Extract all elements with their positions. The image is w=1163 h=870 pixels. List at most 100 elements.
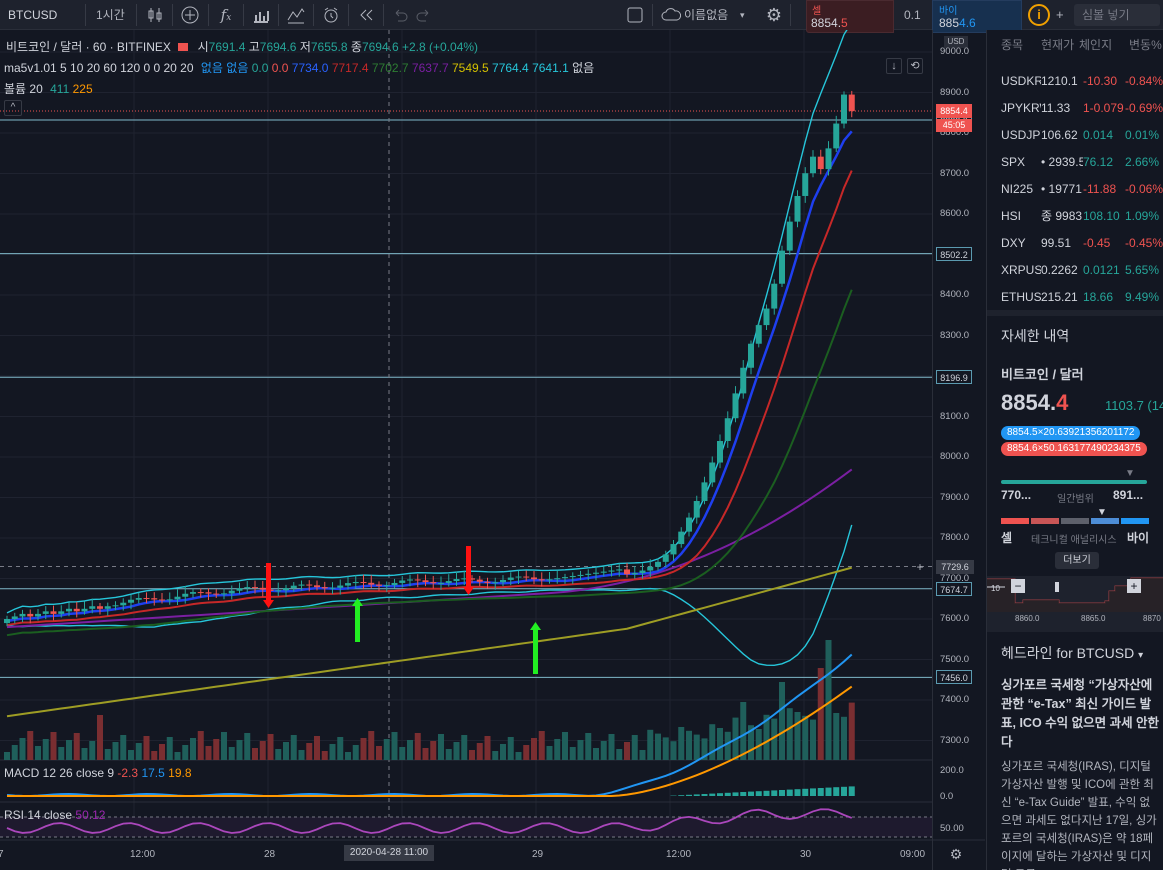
volume-bar bbox=[763, 714, 770, 760]
candle-body bbox=[275, 590, 282, 592]
macd-histogram-bar bbox=[724, 792, 731, 796]
watchlist-row[interactable]: NI225 • 19771. -11.88 -0.06% bbox=[987, 176, 1163, 203]
indicator-tick-label: 0.0 bbox=[940, 791, 954, 802]
candle-body bbox=[631, 573, 638, 575]
macd-histogram-bar bbox=[709, 793, 716, 796]
compare-icon[interactable] bbox=[286, 5, 306, 25]
layout-name-button[interactable]: 이름없음 bbox=[684, 8, 729, 22]
buy-button[interactable]: 바이 8854.6 bbox=[932, 0, 1022, 33]
candle-body bbox=[825, 148, 832, 170]
candle-body bbox=[314, 585, 320, 588]
level-price-tag[interactable]: 7456.0 bbox=[936, 670, 972, 685]
watchlist-row[interactable]: SPX • 2939.5 76.12 2.66% bbox=[987, 149, 1163, 176]
watchlist-symbol: NI225 bbox=[1001, 182, 1034, 196]
zoom-out-icon[interactable]: − bbox=[1011, 579, 1025, 593]
candle-body bbox=[763, 308, 770, 326]
candle-body bbox=[546, 579, 553, 581]
headline-title[interactable]: 싱가포르 국세청 “가상자산에 관한 “e-Tax” 최신 가이드 발표, IC… bbox=[1001, 678, 1160, 749]
price-tick-label: 8600.0 bbox=[940, 208, 970, 219]
level-price-tag[interactable]: 7674.7 bbox=[936, 581, 972, 596]
chart-legend: 비트코인 / 달러 · 60 · BITFINEX 시7691.4 고7694.… bbox=[6, 38, 478, 55]
volume-bar bbox=[205, 746, 212, 760]
volume-bar bbox=[244, 733, 251, 760]
volume-bar bbox=[453, 742, 460, 760]
volume-bar bbox=[73, 733, 80, 760]
volume-bar bbox=[337, 737, 344, 760]
candle-body bbox=[717, 440, 723, 463]
replay-icon[interactable] bbox=[356, 5, 376, 25]
headlines-title[interactable]: 헤드라인 for BTCUSD ▾ bbox=[1001, 645, 1144, 661]
scroll-down-icon[interactable]: ↓ bbox=[886, 58, 902, 74]
spread-value: 0.1 bbox=[904, 8, 921, 22]
watchlist-row[interactable]: JPYKRW11.33 1-0.079-0.69% bbox=[987, 95, 1163, 122]
volume-bar bbox=[42, 739, 49, 760]
bar-chart-icon[interactable] bbox=[251, 5, 271, 25]
signal-arrow-shaft bbox=[355, 606, 360, 642]
sell-button[interactable]: 셀 8854.5 bbox=[806, 0, 894, 33]
plus-icon[interactable]: + bbox=[1056, 7, 1064, 22]
candles-icon[interactable] bbox=[145, 5, 165, 25]
volume-bar bbox=[252, 748, 258, 760]
watchlist-symbol: USDJPY bbox=[1001, 128, 1041, 142]
fx-icon[interactable]: fx bbox=[220, 6, 232, 24]
signal-arrow-head bbox=[530, 622, 541, 630]
watchlist-row[interactable]: ETHUSD215.21 18.66 9.49% bbox=[987, 284, 1163, 311]
candle-body bbox=[732, 393, 739, 419]
undo-icon[interactable] bbox=[390, 5, 410, 25]
symbol-input[interactable]: 심볼 넣기 bbox=[1074, 4, 1160, 26]
collapse-legend-button[interactable]: ^ bbox=[4, 100, 22, 116]
macd-histogram-bar bbox=[794, 789, 801, 796]
volume-bar bbox=[213, 739, 220, 760]
redo-icon[interactable] bbox=[414, 5, 434, 25]
cloud-icon[interactable] bbox=[660, 5, 682, 25]
volume-label: 볼륨 20 bbox=[4, 82, 43, 96]
auto-scale-icon[interactable]: ⟲ bbox=[907, 58, 923, 74]
high-label: 고 bbox=[248, 40, 260, 54]
volume-bar bbox=[4, 752, 10, 760]
watchlist-row[interactable]: XRPUSD0.2262 0.0121 5.65% bbox=[987, 257, 1163, 284]
macd-histogram-bar bbox=[732, 792, 739, 796]
watchlist-row[interactable]: USDJPY106.62 0.014 0.01% bbox=[987, 122, 1163, 149]
ma-value: 7637.7 bbox=[411, 61, 449, 75]
ma-value: 7734.0 bbox=[291, 61, 329, 75]
rsi-label: RSI 14 close bbox=[4, 808, 73, 822]
volume-bar bbox=[151, 751, 158, 760]
price-axis[interactable] bbox=[932, 30, 985, 870]
col-change-pct[interactable]: 변동% bbox=[1129, 38, 1162, 52]
interval-button[interactable]: 1시간 bbox=[96, 8, 125, 22]
more-button[interactable]: 더보기 bbox=[1055, 552, 1099, 569]
zoom-in-icon[interactable]: + bbox=[1127, 579, 1141, 593]
watchlist-row[interactable]: USDKRW1210.1 -10.30 -0.84% bbox=[987, 68, 1163, 95]
candle-body bbox=[128, 599, 134, 603]
chart-area[interactable]: 비트코인 / 달러 · 60 · BITFINEX 시7691.4 고7694.… bbox=[0, 30, 985, 870]
watchlist-row[interactable]: DXY 99.51 -0.45 -0.45% bbox=[987, 230, 1163, 257]
symbol-search-button[interactable]: BTCUSD bbox=[8, 8, 58, 22]
chevron-down-icon[interactable]: ▾ bbox=[740, 10, 745, 20]
volume-bar bbox=[228, 747, 235, 760]
price-tick-label: 8700.0 bbox=[940, 167, 970, 179]
watchlist-row[interactable]: HSI 종 9983.6108.10 1.09% bbox=[987, 203, 1163, 230]
level-price-tag[interactable]: 8196.9 bbox=[936, 370, 972, 385]
axis-settings-icon[interactable]: ⚙ bbox=[949, 846, 963, 862]
fullscreen-icon[interactable] bbox=[625, 5, 645, 25]
level-price-tag[interactable]: 8502.2 bbox=[936, 246, 972, 261]
flag-icon[interactable] bbox=[178, 43, 189, 51]
settings-icon[interactable]: ⚙ bbox=[765, 5, 783, 25]
add-indicator-icon[interactable] bbox=[180, 5, 200, 25]
candle-body bbox=[221, 593, 227, 595]
info-icon[interactable]: i bbox=[1028, 4, 1050, 26]
alarm-icon[interactable] bbox=[321, 5, 341, 25]
candle-body bbox=[515, 576, 522, 578]
col-change[interactable]: 체인지 bbox=[1079, 38, 1113, 52]
volume-bar bbox=[825, 640, 832, 760]
range-marker-icon: ▼ bbox=[1125, 468, 1135, 479]
add-level-icon[interactable]: + bbox=[916, 560, 924, 574]
volume-bar bbox=[112, 742, 119, 760]
volume-bar bbox=[135, 743, 142, 760]
mini-chart[interactable]: − + 10 8860.0 8865.0 8870 bbox=[987, 576, 1163, 626]
col-symbol[interactable]: 종목 bbox=[1001, 38, 1024, 52]
col-last[interactable]: 현재가 bbox=[1041, 38, 1075, 52]
price-chart[interactable] bbox=[0, 30, 985, 870]
candle-body bbox=[120, 602, 127, 606]
open-label: 시 bbox=[197, 40, 209, 54]
